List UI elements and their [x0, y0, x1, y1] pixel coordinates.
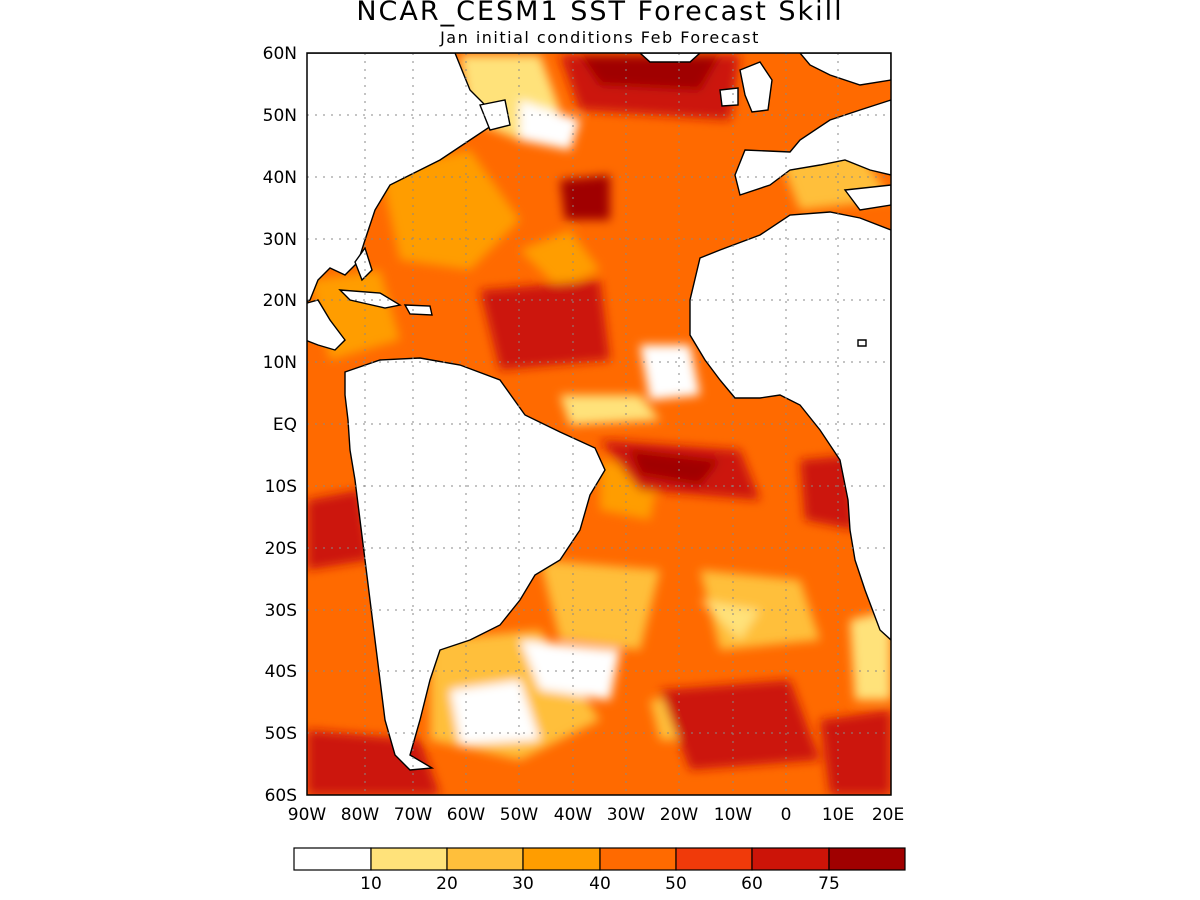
- lat-label: 20N: [263, 291, 297, 311]
- colorbar-swatch: [751, 847, 830, 871]
- skill-field: [307, 53, 891, 795]
- lon-label: 20W: [660, 805, 699, 825]
- colorbar-label: 30: [512, 874, 534, 894]
- lon-label: 80W: [341, 805, 380, 825]
- lon-label: 0: [781, 805, 792, 825]
- lat-label: 60N: [263, 44, 297, 64]
- colorbar: 10 20 30 40 50 60 75: [293, 847, 906, 894]
- colorbar-label: 20: [436, 874, 458, 894]
- colorbar-swatch: [522, 847, 601, 871]
- lon-label: 10E: [822, 805, 854, 825]
- lat-label: 10S: [265, 477, 297, 497]
- lat-axis: 60N 50N 40N 30N 20N 10N EQ 10S 20S 30S 4…: [263, 44, 297, 806]
- lat-label: 30S: [265, 601, 297, 621]
- colorbar-label: 10: [360, 874, 382, 894]
- lon-label: 40W: [554, 805, 593, 825]
- lat-label: EQ: [273, 415, 297, 435]
- lon-label: 90W: [288, 805, 327, 825]
- colorbar-label: 40: [589, 874, 611, 894]
- map-frame: [306, 52, 892, 796]
- lon-label: 30W: [607, 805, 646, 825]
- colorbar-swatch: [446, 847, 524, 871]
- colorbar-label: 60: [741, 874, 763, 894]
- lon-label: 10W: [714, 805, 753, 825]
- lon-label: 70W: [394, 805, 433, 825]
- colorbar-label: 75: [818, 874, 840, 894]
- lat-label: 40S: [265, 662, 297, 682]
- lat-label: 50S: [265, 724, 297, 744]
- lat-label: 10N: [263, 353, 297, 373]
- lat-label: 60S: [265, 786, 297, 806]
- lon-label: 20E: [872, 805, 904, 825]
- colorbar-swatch: [675, 847, 753, 871]
- gridlines: [307, 53, 891, 795]
- colorbar-swatch: [599, 847, 677, 871]
- lon-label: 50W: [500, 805, 539, 825]
- lat-label: 20S: [265, 539, 297, 559]
- map-subtitle: Jan initial conditions Feb Forecast: [440, 28, 760, 47]
- lat-label: 50N: [263, 106, 297, 126]
- colorbar-swatch: [293, 847, 372, 871]
- colorbar-swatch: [828, 847, 906, 871]
- lat-label: 40N: [263, 168, 297, 188]
- colorbar-label: 50: [665, 874, 687, 894]
- lon-label: 60W: [447, 805, 486, 825]
- colorbar-swatch: [370, 847, 448, 871]
- lat-label: 30N: [263, 230, 297, 250]
- map-title: NCAR_CESM1 SST Forecast Skill: [356, 0, 844, 27]
- lon-axis: 90W 80W 70W 60W 50W 40W 30W 20W 10W 0 10…: [288, 805, 904, 825]
